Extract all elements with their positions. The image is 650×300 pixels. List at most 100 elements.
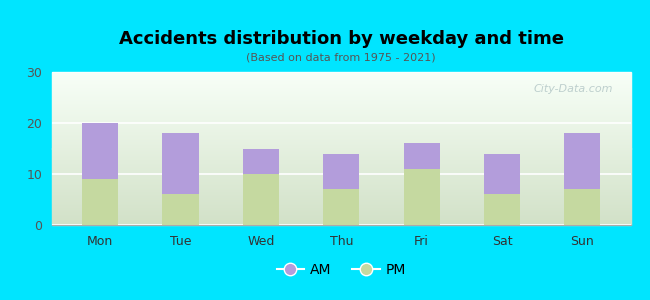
- Bar: [52, 160, 630, 161]
- Bar: [52, 214, 630, 215]
- Bar: [52, 202, 630, 203]
- Bar: [52, 217, 630, 218]
- Bar: [52, 218, 630, 219]
- Bar: [52, 154, 630, 155]
- Bar: [52, 75, 630, 76]
- Bar: [52, 176, 630, 177]
- Bar: [52, 113, 630, 114]
- Bar: [52, 209, 630, 210]
- Bar: [52, 185, 630, 186]
- Bar: [52, 164, 630, 165]
- Bar: [162, 133, 199, 194]
- Bar: [52, 77, 630, 78]
- Bar: [52, 150, 630, 151]
- Bar: [52, 133, 630, 134]
- Bar: [52, 222, 630, 223]
- Bar: [52, 198, 630, 199]
- Bar: [52, 199, 630, 200]
- Bar: [52, 167, 630, 168]
- Bar: [52, 183, 630, 184]
- Bar: [52, 97, 630, 98]
- Bar: [52, 213, 630, 214]
- Bar: [52, 144, 630, 145]
- Bar: [52, 129, 630, 130]
- Bar: [52, 88, 630, 89]
- Bar: [52, 159, 630, 160]
- Bar: [52, 158, 630, 159]
- Bar: [52, 168, 630, 169]
- Bar: [52, 194, 630, 195]
- Bar: [52, 100, 630, 101]
- Bar: [52, 212, 630, 213]
- Bar: [52, 193, 630, 194]
- Bar: [52, 148, 630, 149]
- Bar: [323, 154, 359, 189]
- Bar: [52, 85, 630, 86]
- Bar: [52, 174, 630, 175]
- Title: Accidents distribution by weekday and time: Accidents distribution by weekday and ti…: [119, 30, 564, 48]
- Legend: AM, PM: AM, PM: [271, 257, 411, 282]
- Bar: [52, 94, 630, 95]
- Bar: [52, 102, 630, 103]
- Bar: [564, 133, 601, 189]
- Bar: [52, 105, 630, 106]
- Bar: [52, 151, 630, 152]
- Bar: [52, 143, 630, 144]
- Bar: [243, 174, 279, 225]
- Bar: [52, 103, 630, 104]
- Bar: [52, 179, 630, 180]
- Bar: [52, 210, 630, 211]
- Text: City-Data.com: City-Data.com: [534, 84, 613, 94]
- Bar: [52, 111, 630, 112]
- Bar: [52, 90, 630, 91]
- Bar: [52, 203, 630, 204]
- Bar: [52, 141, 630, 142]
- Bar: [404, 169, 439, 225]
- Bar: [52, 195, 630, 196]
- Bar: [52, 132, 630, 133]
- Bar: [52, 162, 630, 163]
- Bar: [52, 161, 630, 162]
- Bar: [52, 187, 630, 188]
- Bar: [52, 134, 630, 135]
- Bar: [52, 223, 630, 224]
- Bar: [52, 80, 630, 81]
- Bar: [52, 98, 630, 99]
- Bar: [52, 124, 630, 125]
- Bar: [52, 181, 630, 182]
- Bar: [52, 192, 630, 193]
- Bar: [52, 93, 630, 94]
- Bar: [52, 157, 630, 158]
- Bar: [52, 184, 630, 185]
- Bar: [52, 112, 630, 113]
- Bar: [52, 182, 630, 183]
- Bar: [52, 121, 630, 122]
- Bar: [52, 101, 630, 102]
- Bar: [52, 114, 630, 115]
- Bar: [52, 139, 630, 140]
- Bar: [52, 110, 630, 111]
- Bar: [52, 220, 630, 221]
- Bar: [52, 109, 630, 110]
- Bar: [52, 189, 630, 190]
- Bar: [52, 180, 630, 181]
- Bar: [52, 197, 630, 198]
- Bar: [52, 163, 630, 164]
- Bar: [52, 99, 630, 100]
- Bar: [323, 189, 359, 225]
- Bar: [82, 179, 118, 225]
- Bar: [52, 190, 630, 191]
- Bar: [52, 205, 630, 206]
- Bar: [52, 126, 630, 127]
- Bar: [52, 107, 630, 108]
- Bar: [52, 166, 630, 167]
- Bar: [52, 127, 630, 128]
- Bar: [52, 118, 630, 119]
- Bar: [52, 78, 630, 79]
- Bar: [52, 152, 630, 153]
- Bar: [52, 204, 630, 205]
- Bar: [52, 74, 630, 75]
- Bar: [52, 131, 630, 132]
- Bar: [52, 206, 630, 207]
- Bar: [52, 76, 630, 77]
